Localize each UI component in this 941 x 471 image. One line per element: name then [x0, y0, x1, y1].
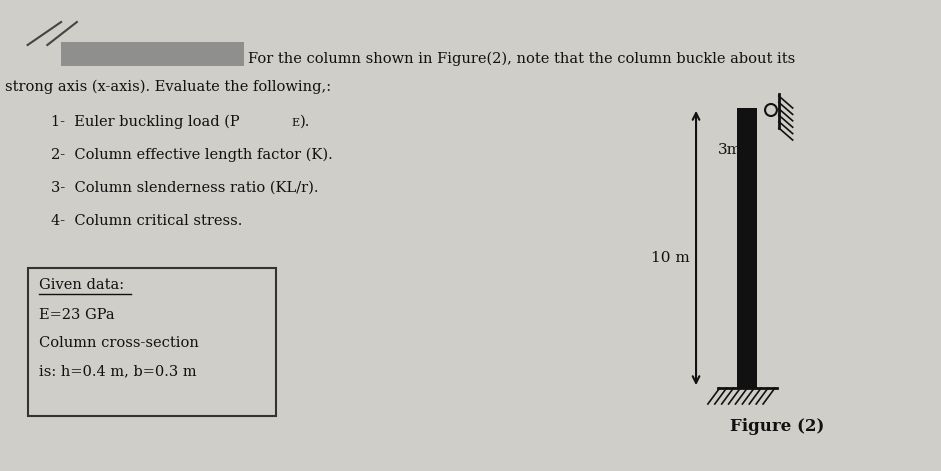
Bar — [27, 268, 276, 416]
Text: 10 m: 10 m — [651, 251, 690, 265]
Text: Figure (2): Figure (2) — [729, 418, 824, 435]
Text: For the column shown in Figure(2), note that the column buckle about its: For the column shown in Figure(2), note … — [248, 52, 796, 66]
Text: 2-  Column effective length factor (K).: 2- Column effective length factor (K). — [51, 148, 333, 162]
Text: E=23 GPa: E=23 GPa — [40, 308, 115, 322]
Bar — [738, 108, 758, 388]
Text: Given data:: Given data: — [40, 278, 124, 292]
Text: 3m: 3m — [717, 143, 742, 157]
Text: 3-  Column slenderness ratio (KL/r).: 3- Column slenderness ratio (KL/r). — [51, 181, 319, 195]
Text: E: E — [292, 118, 300, 128]
Text: 1-  Euler buckling load (P: 1- Euler buckling load (P — [51, 115, 240, 130]
Text: strong axis (x-axis). Evaluate the following,:: strong axis (x-axis). Evaluate the follo… — [5, 80, 331, 94]
Text: 4-  Column critical stress.: 4- Column critical stress. — [51, 214, 243, 228]
Text: ).: ). — [300, 115, 311, 129]
Text: Column cross-section: Column cross-section — [40, 336, 199, 350]
Text: is: h=0.4 m, b=0.3 m: is: h=0.4 m, b=0.3 m — [40, 364, 197, 378]
Bar — [61, 42, 244, 66]
